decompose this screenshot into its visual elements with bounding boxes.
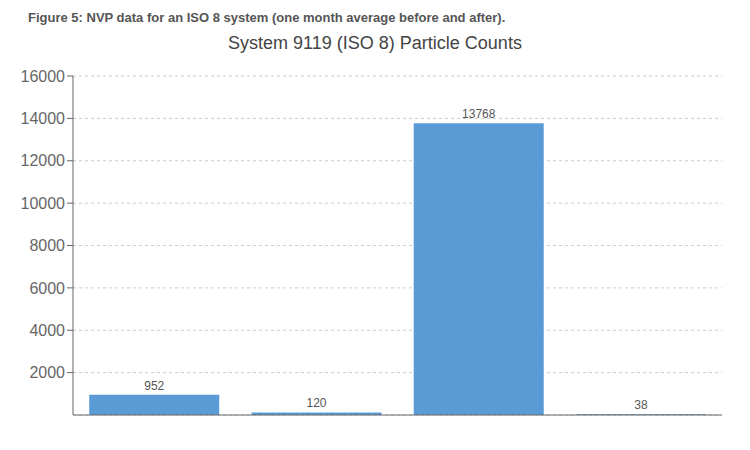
svg-text:6000: 6000 xyxy=(29,280,65,297)
svg-text:12000: 12000 xyxy=(21,152,66,169)
svg-text:16000: 16000 xyxy=(21,68,66,85)
svg-text:120: 120 xyxy=(306,396,326,410)
html-text:System 9119 (ISO 8) Particle C: System 9119 (ISO 8) Particle Counts xyxy=(228,33,522,53)
svg-text:13768: 13768 xyxy=(462,107,496,121)
svg-text:2000: 2000 xyxy=(29,364,65,381)
svg-text:8000: 8000 xyxy=(29,237,65,254)
svg-text:10000: 10000 xyxy=(21,195,66,212)
svg-text:952: 952 xyxy=(144,379,164,393)
svg-text:14000: 14000 xyxy=(21,110,66,127)
html-text:Figure 5: NVP data for an ISO: Figure 5: NVP data for an ISO 8 system (… xyxy=(28,10,506,25)
svg-text:4000: 4000 xyxy=(29,322,65,339)
svg-text:38: 38 xyxy=(634,398,648,412)
